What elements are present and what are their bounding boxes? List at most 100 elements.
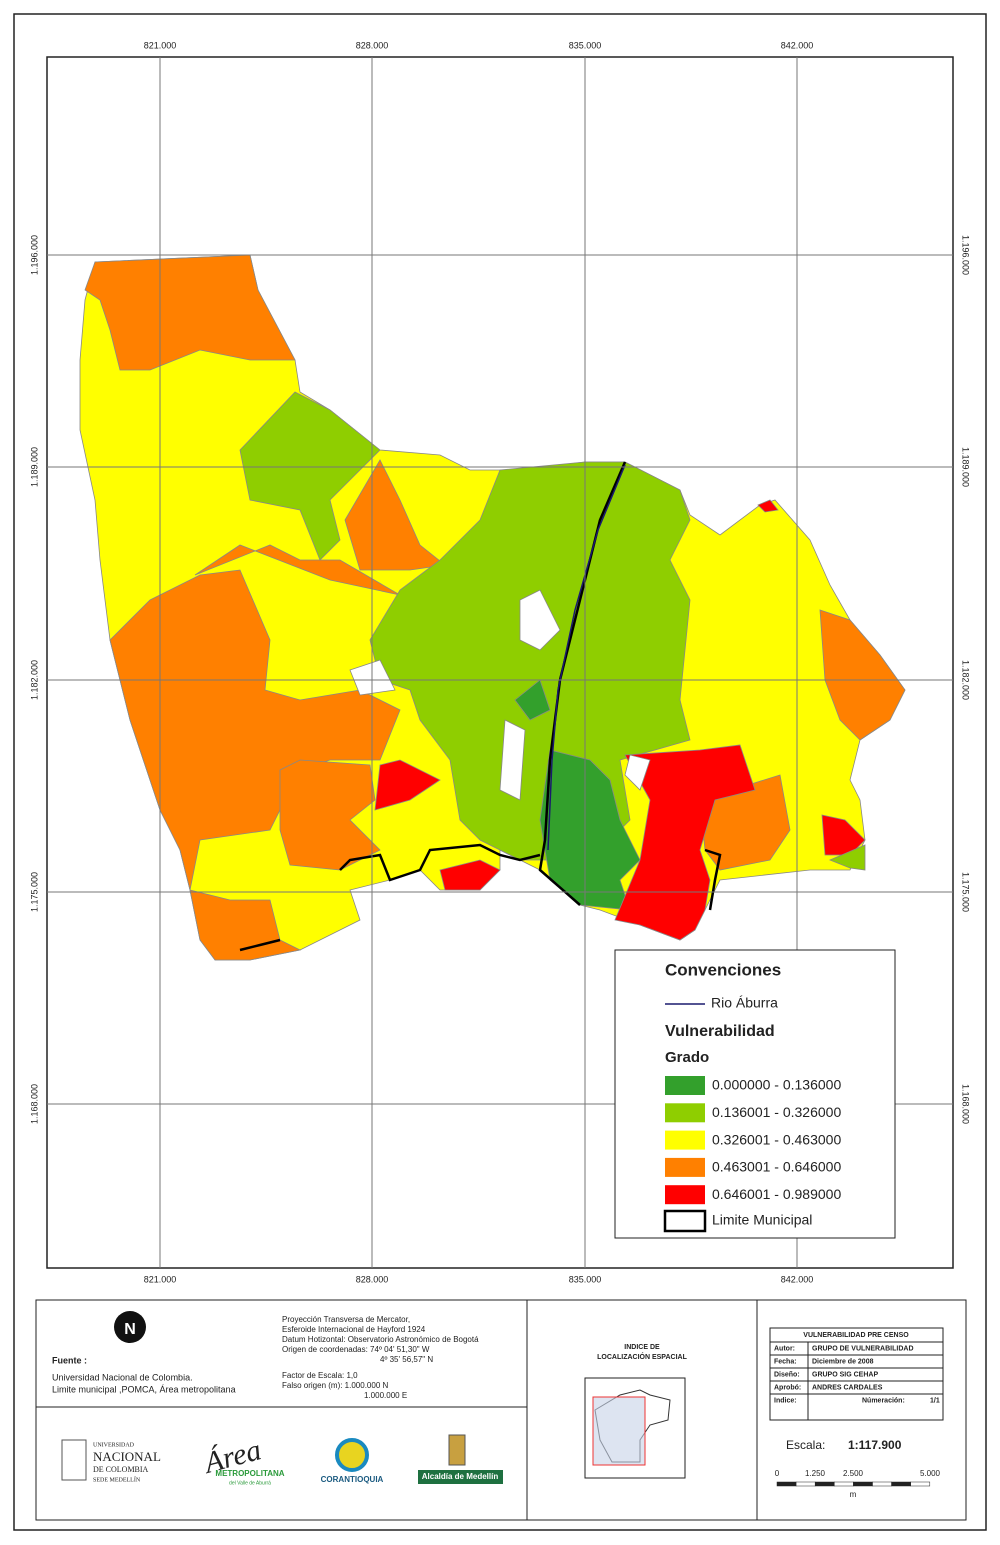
scale-tick-label: 1.250 xyxy=(805,1469,826,1478)
region xyxy=(757,499,779,513)
projection-line: 4º 35' 56,57" N xyxy=(380,1355,433,1364)
scale-bar: 0 1.250 2.500 5.000 xyxy=(775,1469,941,1487)
scale-segment xyxy=(776,1481,797,1487)
scale-tick-label: 5.000 xyxy=(920,1469,941,1478)
projection-line: Falso origen (m): 1.000.000 N xyxy=(282,1381,388,1390)
legend-swatch xyxy=(665,1185,705,1205)
logo-text: UNIVERSIDAD xyxy=(93,1442,135,1448)
scale-segment xyxy=(814,1481,835,1487)
municipal-boundary xyxy=(704,848,722,911)
legend-label: 0.646001 - 0.989000 xyxy=(712,1186,841,1202)
scale-segment xyxy=(853,1481,873,1487)
legend-swatch xyxy=(665,1157,705,1177)
region xyxy=(109,569,401,961)
legend-label: 0.136001 - 0.326000 xyxy=(712,1104,841,1120)
footer: N Fuente : Universidad Nacional de Colom… xyxy=(35,1299,967,1521)
no-data-area xyxy=(499,719,526,801)
legend-label: 0.326001 - 0.463000 xyxy=(712,1131,841,1147)
region xyxy=(439,859,501,891)
region xyxy=(819,609,906,741)
table-cell: Autor: xyxy=(774,1345,795,1352)
no-data-area xyxy=(624,754,651,791)
legend-boundary-label: Limite Municipal xyxy=(712,1212,812,1228)
logo-text: METROPOLITANA xyxy=(215,1469,284,1478)
projection-line: Origen de coordenadas: 74º 04' 51,30" W xyxy=(282,1345,430,1354)
table-cell: Fecha: xyxy=(774,1358,797,1365)
scale-tick-label: 2.500 xyxy=(843,1469,864,1478)
legend: Convenciones Rio Áburra Vulnerabilidad G… xyxy=(614,949,896,1239)
grid-label: 1.175.000 xyxy=(961,872,971,912)
grid-label: 1.168.000 xyxy=(29,1084,39,1124)
region xyxy=(194,544,401,596)
grid-label: 1.189.000 xyxy=(961,447,971,487)
logo-text: Alcaldía de Medellín xyxy=(422,1472,499,1481)
region xyxy=(614,744,756,941)
table-cell: 1/1 xyxy=(930,1397,940,1404)
grid-label: 1.196.000 xyxy=(29,235,39,275)
grid-label: 842.000 xyxy=(781,40,814,50)
info-table: VULNERABILIDAD PRE CENSO Autor: GRUPO DE V… xyxy=(769,1327,944,1421)
table-cell: GRUPO SIG CEHAP xyxy=(812,1371,878,1378)
logo-text: NACIONAL xyxy=(93,1449,161,1464)
legend-title: Convenciones xyxy=(665,960,781,979)
grid-label: 1.175.000 xyxy=(29,872,39,912)
region xyxy=(374,759,441,811)
logo-alcaldia: Alcaldía de Medellín xyxy=(418,1434,503,1484)
grid-label: 1.189.000 xyxy=(29,447,39,487)
grid-label: 1.168.000 xyxy=(961,1084,971,1124)
legend-subtitle: Grado xyxy=(665,1049,709,1066)
scale-segment xyxy=(872,1481,892,1487)
grid-label: 821.000 xyxy=(144,40,177,50)
municipal-boundary xyxy=(339,843,541,882)
scale-value: 1:117.900 xyxy=(848,1438,902,1452)
legend-swatch xyxy=(665,1130,705,1150)
index-title: LOCALIZACIÓN ESPACIAL xyxy=(597,1352,687,1361)
projection-line: Esferoide Internacional de Hayford 1924 xyxy=(282,1325,426,1334)
logo-shield xyxy=(61,1439,87,1481)
table-cell: Aprobó: xyxy=(774,1384,801,1391)
legend-box xyxy=(614,949,896,1239)
projection-line: 1.000.000 E xyxy=(364,1391,407,1400)
projection-line: Proyección Transversa de Mercator, xyxy=(282,1315,410,1324)
legend-swatch xyxy=(665,1103,705,1123)
index-highlight xyxy=(592,1396,646,1466)
vulnerability-regions xyxy=(79,254,906,961)
table-cell: ANDRES CARDALES xyxy=(812,1384,883,1391)
table-cell: Indice: xyxy=(774,1397,797,1404)
logo-emblem xyxy=(335,1438,369,1472)
grid-label: 1.196.000 xyxy=(961,235,971,275)
municipal-boundary xyxy=(239,938,281,952)
legend-swatch xyxy=(665,1076,705,1095)
north-arrow xyxy=(114,1311,146,1343)
grid-label: 842.000 xyxy=(781,1274,814,1284)
region xyxy=(821,814,866,856)
logo-text: CORANTIOQUIA xyxy=(321,1475,384,1484)
region xyxy=(514,679,551,721)
grid-label: 835.000 xyxy=(569,40,602,50)
source-title: Fuente : xyxy=(52,1355,87,1365)
legend-theme: Vulnerabilidad xyxy=(665,1023,775,1040)
logo-text: DE COLOMBIA xyxy=(93,1465,149,1474)
logo-band xyxy=(418,1470,503,1484)
footer-box xyxy=(35,1299,967,1521)
region xyxy=(539,749,641,911)
projection-line: Factor de Escala: 1,0 xyxy=(282,1371,358,1380)
river xyxy=(547,464,626,851)
logo-unal: UNIVERSIDAD NACIONAL DE COLOMBIA SEDE ME… xyxy=(61,1439,161,1483)
table-cell: Diseño: xyxy=(774,1371,800,1378)
legend-river-label: Rio Áburra xyxy=(711,995,778,1011)
scale-tick-label: 0 xyxy=(775,1469,780,1478)
legend-label: 0.000000 - 0.136000 xyxy=(712,1077,841,1093)
table-title: VULNERABILIDAD PRE CENSO xyxy=(803,1332,909,1339)
legend-classes: 0.000000 - 0.136000 0.136001 - 0.326000 0.… xyxy=(665,1076,841,1205)
grid-label: 1.182.000 xyxy=(29,660,39,700)
region xyxy=(279,759,381,871)
legend-label: 0.463001 - 0.646000 xyxy=(712,1159,841,1175)
index-title: INDICE DE xyxy=(624,1344,660,1351)
projection-info: Proyección Transversa de Mercator,Esfero… xyxy=(282,1315,479,1400)
grid-label: 1.182.000 xyxy=(961,660,971,700)
table-cell: Númeración: xyxy=(862,1397,905,1404)
scale-segment xyxy=(795,1481,816,1487)
source-line: Universidad Nacional de Colombia. xyxy=(52,1372,193,1382)
